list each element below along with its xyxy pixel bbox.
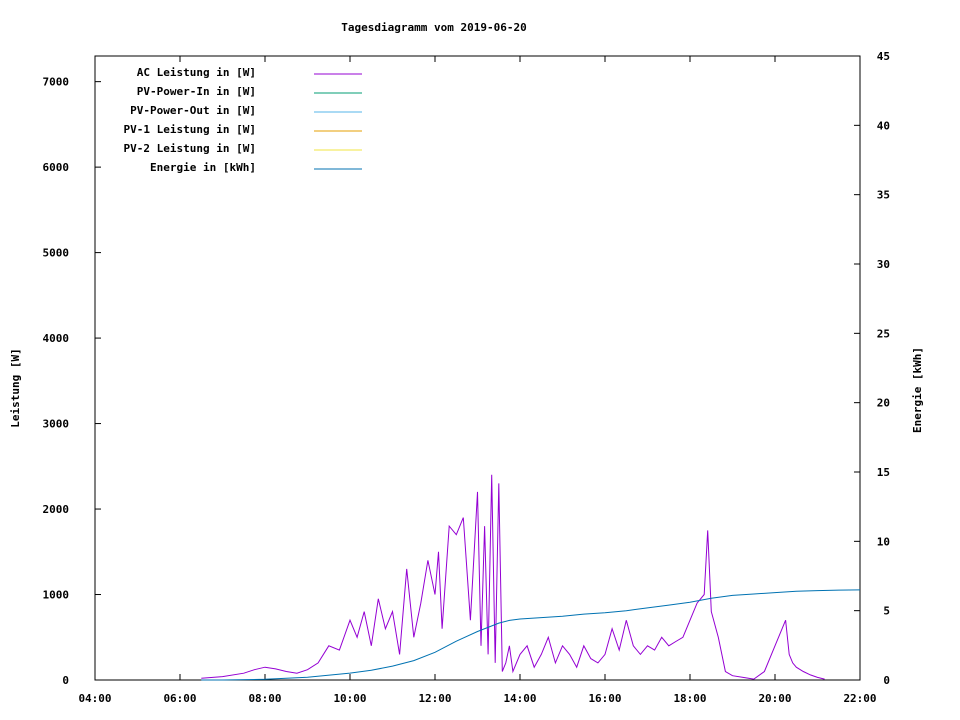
y-left-tick-label: 6000 bbox=[43, 161, 70, 174]
legend-label: Energie in [kWh] bbox=[150, 161, 256, 174]
x-tick-label: 22:00 bbox=[843, 692, 876, 705]
y-left-tick-label: 1000 bbox=[43, 589, 70, 602]
y-right-tick-label: 30 bbox=[877, 258, 890, 271]
y-left-tick-label: 0 bbox=[62, 674, 69, 687]
x-tick-label: 04:00 bbox=[78, 692, 111, 705]
y-left-tick-label: 2000 bbox=[43, 503, 70, 516]
series-line-5 bbox=[201, 589, 861, 681]
plot-frame bbox=[94, 55, 861, 681]
y-right-tick-label: 0 bbox=[883, 674, 890, 687]
x-tick-label: 16:00 bbox=[588, 692, 621, 705]
chart-title: Tagesdiagramm vom 2019-06-20 bbox=[341, 21, 526, 34]
legend-label: PV-Power-Out in [W] bbox=[130, 104, 256, 117]
series-layer bbox=[201, 474, 861, 681]
y-left-tick-label: 4000 bbox=[43, 332, 70, 345]
y-right-tick-label: 15 bbox=[877, 466, 890, 479]
y-right-tick-label: 35 bbox=[877, 189, 890, 202]
x-tick-label: 18:00 bbox=[673, 692, 706, 705]
legend: AC Leistung in [W] PV-Power-In in [W] PV-P… bbox=[124, 66, 362, 174]
y-axis-left-label: Leistung [W] bbox=[9, 348, 22, 427]
y-right-tick-label: 10 bbox=[877, 535, 890, 548]
y-right-tick-label: 20 bbox=[877, 397, 890, 410]
x-tick-label: 08:00 bbox=[248, 692, 281, 705]
series-line-0 bbox=[201, 474, 825, 680]
y-right-tick-label: 25 bbox=[877, 327, 890, 340]
legend-label: PV-Power-In in [W] bbox=[137, 85, 256, 98]
legend-label: AC Leistung in [W] bbox=[137, 66, 256, 79]
y-right-tick-label: 5 bbox=[883, 605, 890, 618]
x-tick-label: 20:00 bbox=[758, 692, 791, 705]
y-left-tick-label: 3000 bbox=[43, 418, 70, 431]
y-left-tick-label: 7000 bbox=[43, 76, 70, 89]
y-left-tick-label: 5000 bbox=[43, 247, 70, 260]
legend-label: PV-2 Leistung in [W] bbox=[124, 142, 256, 155]
x-tick-label: 10:00 bbox=[333, 692, 366, 705]
x-tick-label: 12:00 bbox=[418, 692, 451, 705]
x-tick-label: 14:00 bbox=[503, 692, 536, 705]
y-right-tick-label: 45 bbox=[877, 50, 890, 63]
y-axis-right-label: Energie [kWh] bbox=[911, 347, 924, 433]
legend-label: PV-1 Leistung in [W] bbox=[124, 123, 256, 136]
x-tick-label: 06:00 bbox=[163, 692, 196, 705]
axes: 04:00 06:00 08:00 10:00 12:00 14:00 16:00 18:00… bbox=[43, 50, 891, 705]
y-right-tick-label: 40 bbox=[877, 119, 890, 132]
